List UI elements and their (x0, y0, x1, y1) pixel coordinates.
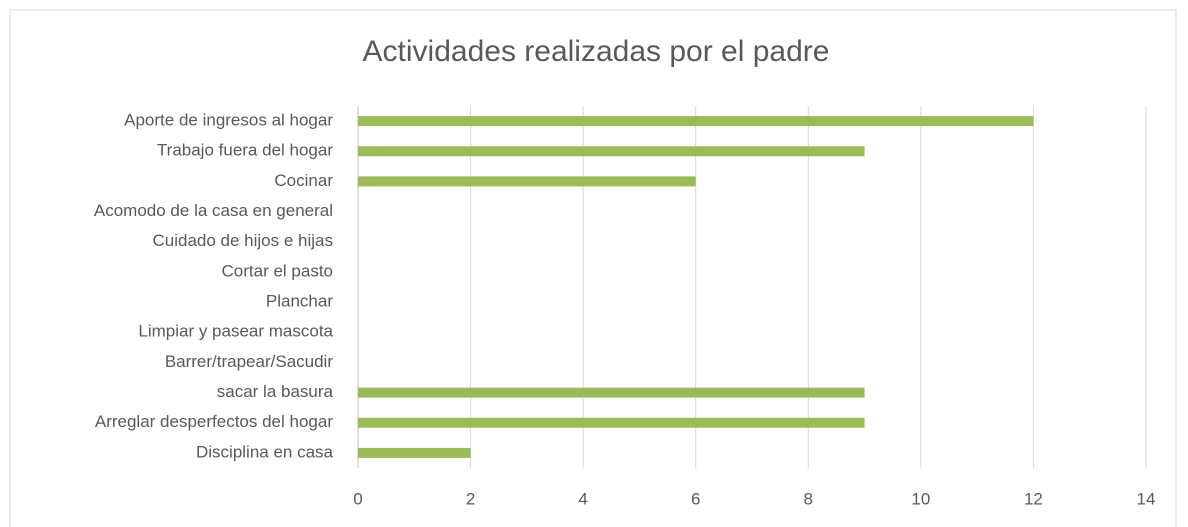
bar (358, 176, 696, 187)
x-tick-label: 10 (911, 489, 930, 508)
x-tick-label: 6 (691, 489, 700, 508)
chart-title: Actividades realizadas por el padre (363, 35, 830, 68)
y-tick-label: Limpiar y pasear mascota (138, 322, 333, 341)
bar (358, 447, 471, 458)
y-tick-label: Barrer/trapear/Sacudir (165, 352, 334, 371)
bar (358, 387, 865, 398)
y-tick-label: Trabajo fuera del hogar (157, 141, 333, 160)
bar (358, 146, 865, 157)
y-tick-label: Arreglar desperfectos del hogar (95, 412, 333, 431)
y-tick-label: Acomodo de la casa en general (94, 201, 333, 220)
x-tick-label: 12 (1024, 489, 1043, 508)
y-tick-label: Disciplina en casa (196, 442, 334, 461)
y-tick-label: Cocinar (274, 171, 333, 190)
y-tick-label: sacar la basura (217, 382, 334, 401)
x-tick-label: 4 (578, 489, 587, 508)
x-tick-label: 2 (466, 489, 475, 508)
bar (358, 417, 865, 428)
x-tick-label: 14 (1137, 489, 1156, 508)
x-tick-label: 0 (353, 489, 362, 508)
bar (358, 116, 1034, 127)
y-tick-label: Cortar el pasto (222, 261, 334, 280)
x-tick-label: 8 (804, 489, 813, 508)
y-tick-label: Aporte de ingresos al hogar (124, 111, 333, 130)
y-tick-label: Planchar (266, 292, 333, 311)
chart-border (9, 9, 1177, 527)
y-tick-label: Cuidado de hijos e hijas (152, 231, 333, 250)
